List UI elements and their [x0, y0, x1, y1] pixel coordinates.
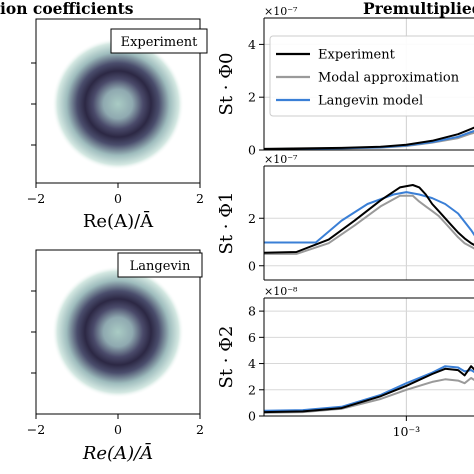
x-tick-label: 2	[196, 422, 204, 437]
right-panel-phi1: 2 0 ×10⁻⁷ St · Φ1	[216, 153, 474, 281]
x-tick-label: −2	[27, 422, 45, 437]
series-line-modal-approximation	[264, 377, 474, 414]
density-ring	[52, 266, 184, 398]
series-line-experiment	[264, 126, 474, 150]
y-tick-label: 0	[248, 409, 256, 424]
legend-box	[269, 35, 474, 117]
left-panel-experiment: Experiment −2 0 2 Re(A)/Ā	[27, 18, 208, 232]
x-tick-label: 0	[114, 422, 122, 437]
right-panel-phi0: 4 2 0 ×10⁻⁷ St · Φ0 Experiment Modal approxima…	[216, 5, 474, 158]
y-axis-label: St · Φ2	[216, 326, 237, 389]
y-tick-label: 8	[248, 304, 256, 319]
y-tick-label: 2	[248, 90, 256, 105]
y-tick-label: 4	[248, 356, 256, 371]
left-panel-langevin: Langevin −2 0 2 Re(A)/Ā	[27, 249, 204, 464]
series-group	[264, 126, 474, 150]
y-axis-label: St · Φ0	[216, 53, 237, 116]
y-tick-label: 0	[248, 258, 256, 273]
series-line-experiment	[264, 184, 474, 254]
legend-entry: Experiment	[318, 48, 396, 63]
y-tick-label: 2	[248, 211, 256, 226]
x-tick-label: 10⁻³	[393, 424, 421, 439]
legend-entry: Langevin model	[318, 94, 423, 109]
density-ring	[52, 38, 184, 170]
y-tick-label: 0	[248, 143, 256, 158]
y-exponent: ×10⁻⁷	[264, 5, 298, 18]
panel-label-box	[110, 28, 208, 54]
y-tick-label: 2	[248, 382, 256, 397]
series-group	[264, 184, 474, 255]
panel-label: Langevin	[130, 259, 191, 274]
x-axis-label: Re(A)/Ā	[82, 441, 153, 464]
legend: Experiment Modal approximation Langevin mo…	[269, 35, 474, 117]
legend-entry: Modal approximation	[318, 71, 460, 86]
y-exponent: ×10⁻⁷	[264, 153, 298, 166]
x-tick-label: −2	[27, 191, 45, 206]
y-axis-label: St · Φ1	[216, 192, 237, 255]
y-exponent: ×10⁻⁸	[264, 285, 298, 298]
x-tick-label: 0	[114, 191, 122, 206]
left-column-title: ion coefficients	[0, 0, 134, 18]
x-axis-label: Re(A)/Ā	[83, 209, 154, 232]
y-tick-label: 6	[248, 330, 256, 345]
panel-label: Experiment	[121, 35, 199, 50]
panel-label-box	[117, 252, 203, 278]
x-tick-label: 2	[196, 191, 204, 206]
series-line-modal-approximation	[264, 194, 474, 255]
series-line-langevin-model	[264, 365, 474, 412]
right-column-title: Premultiplied	[363, 0, 474, 18]
y-tick-label: 4	[248, 37, 256, 52]
series-line-langevin-model	[264, 191, 474, 244]
series-group	[264, 365, 474, 414]
series-line-experiment	[264, 365, 474, 414]
